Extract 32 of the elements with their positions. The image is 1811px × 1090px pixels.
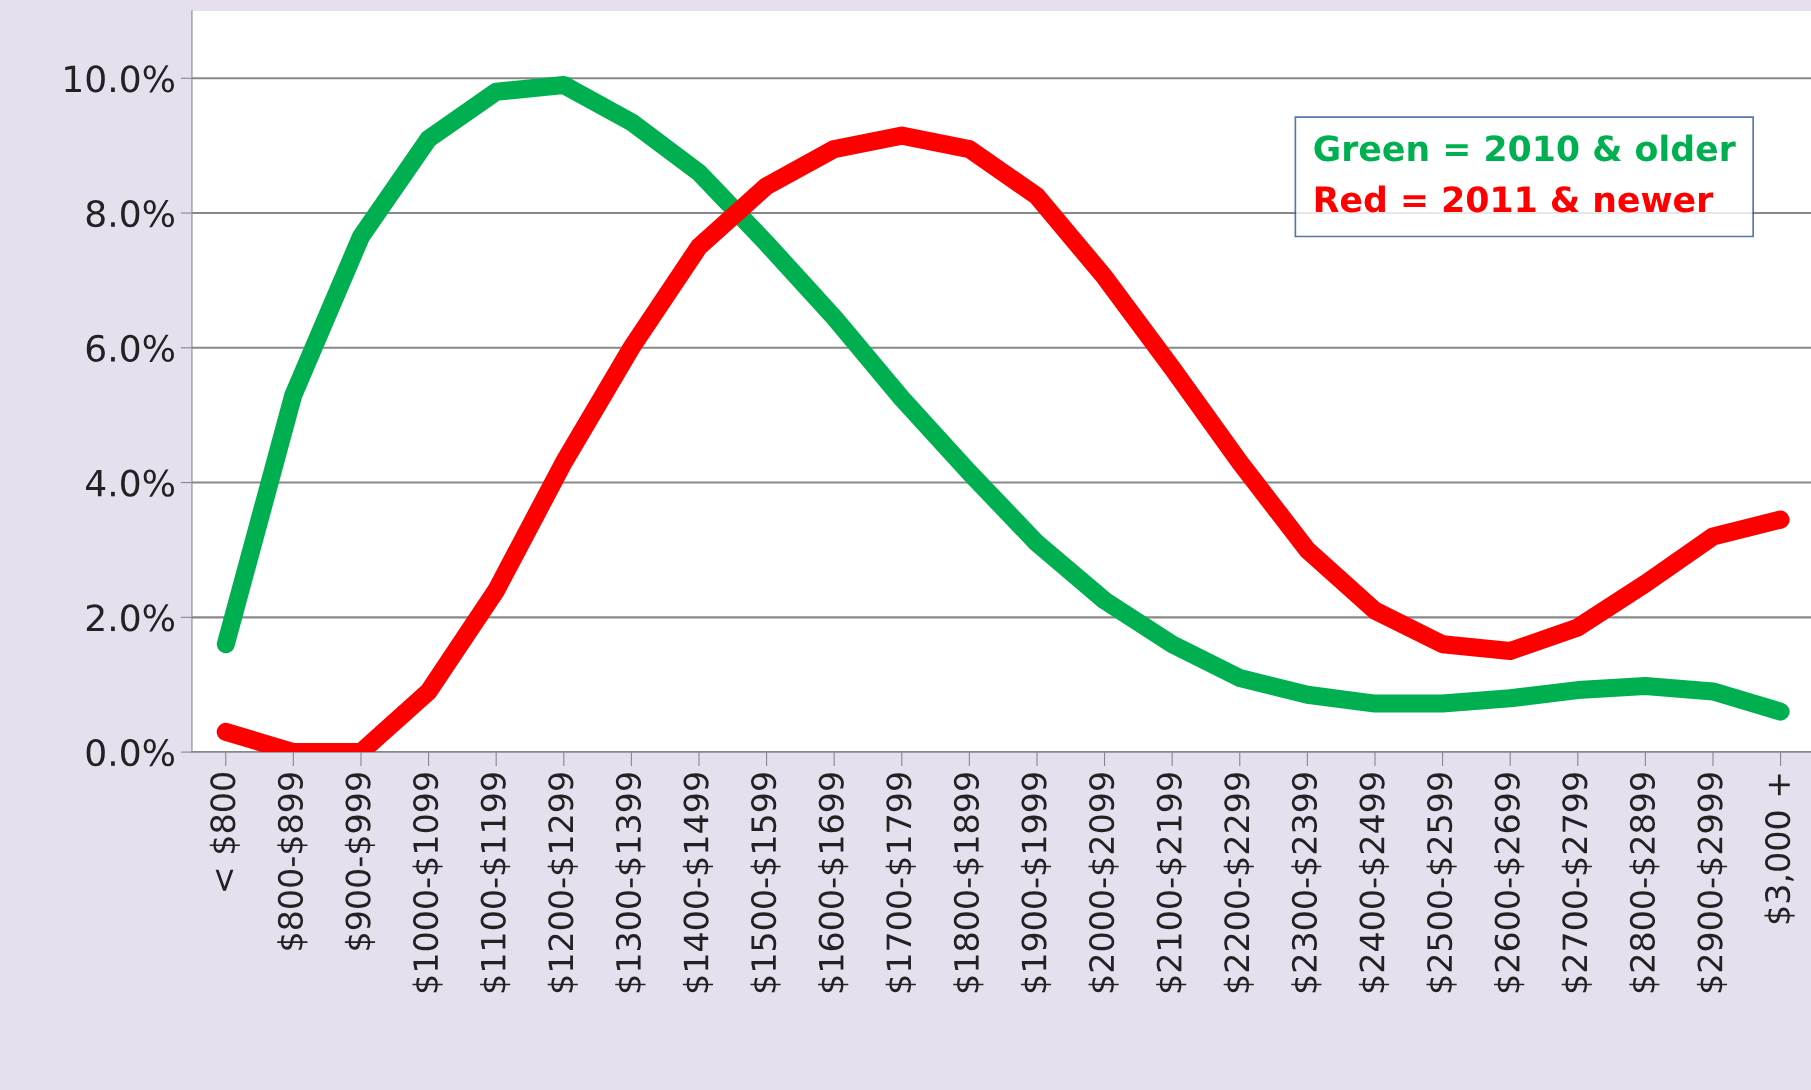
x-tick-label: $1700-$1799 (885, 773, 916, 993)
x-tick-label: $2100-$2199 (1156, 773, 1187, 993)
x-tick-label: $2500-$2599 (1426, 773, 1457, 993)
x-tick-label: $2400-$2499 (1358, 773, 1390, 993)
x-tick-label: $2200-$2299 (1223, 773, 1254, 993)
x-tick-label: $1300-$1399 (615, 773, 646, 993)
text: Green = 2010 & older (1314, 134, 1736, 162)
y-tick-label: 6.0% (86, 334, 174, 363)
x-tick-label: $1400-$1499 (682, 773, 714, 993)
x-tick-label: $1500-$1599 (750, 773, 781, 993)
x-tick-label: $1000-$1099 (412, 773, 443, 993)
y-tick-label: 2.0% (86, 604, 174, 632)
y-tick-label: 8.0% (86, 199, 174, 228)
text: Red = 2011 & newer (1315, 185, 1714, 213)
x-tick-label: $3,000 + (1764, 774, 1795, 924)
x-tick-label: < $800 (209, 773, 240, 891)
y-tick-label: 0.0% (86, 739, 174, 767)
x-tick-label: $2900-$2999 (1696, 773, 1728, 993)
x-tick-label: $1900-$1999 (1020, 773, 1052, 993)
x-tick-label: $2600-$2699 (1494, 773, 1525, 993)
y-tick-label: 4.0% (86, 469, 174, 497)
x-tick-label: $2700-$2799 (1561, 773, 1592, 993)
x-tick-label: $2300-$2399 (1291, 773, 1322, 993)
x-tick-label: $800-$899 (277, 773, 308, 950)
y-tick-label: 10.0% (65, 65, 174, 93)
x-tick-label: $1800-$1899 (953, 773, 984, 993)
x-tick-label: $1200-$1299 (547, 773, 578, 993)
x-tick-label: $900-$999 (344, 773, 376, 950)
x-tick-label: $1100-$1199 (480, 773, 511, 993)
x-tick-label: $2800-$2899 (1629, 773, 1660, 993)
x-tick-label: $2000-$2099 (1088, 773, 1119, 993)
x-tick-label: $1600-$1699 (818, 773, 849, 993)
